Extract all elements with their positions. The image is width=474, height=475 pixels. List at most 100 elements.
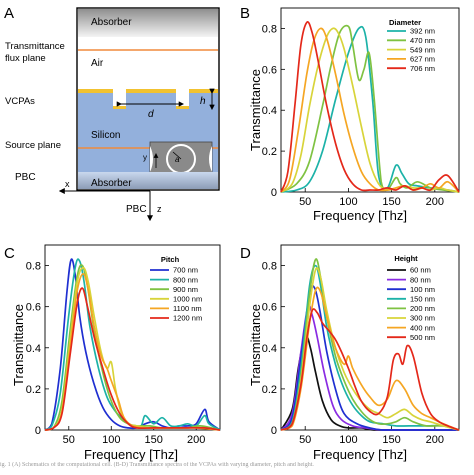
panel-d-label: D	[240, 245, 251, 262]
transmittance-label-2: flux plane	[5, 53, 46, 64]
panel-b-ytick-label: 0.6	[262, 64, 277, 76]
gold-hole-bottom-2	[176, 106, 189, 109]
panel-a-label: A	[4, 5, 14, 22]
hole-2	[176, 92, 189, 108]
panel-d-legend-entry: 80 nm	[410, 275, 431, 284]
inset-a-label: a	[175, 155, 180, 164]
panel-d-xtick-label: 150	[382, 434, 400, 446]
h-label: h	[200, 96, 206, 107]
panel-b-ytick-label: 0.2	[262, 146, 277, 158]
panel-c-chart: C Transmittance Frequency [Thz] 50 100 150…	[4, 244, 221, 462]
panel-d-legend-entry: 60 nm	[410, 266, 431, 275]
gold-layer-3	[189, 89, 218, 93]
panel-b-series-line-706nm	[280, 21, 460, 193]
panel-c-ytick-label: 0.2	[26, 384, 41, 396]
figure-caption: ig. 1 (A) Schematics of the computationa…	[0, 462, 314, 468]
panel-c-legend-entry: 1100 nm	[173, 304, 202, 313]
panel-c-ytick-label: 0.4	[26, 343, 41, 355]
panel-c-xtick-label: 50	[63, 434, 75, 446]
panel-c-xtick-label: 200	[187, 434, 205, 446]
panel-d-xlabel: Frequency [Thz]	[313, 447, 407, 462]
panel-d-legend-title: Height	[394, 254, 418, 263]
panel-d-legend-entry: 150 nm	[410, 295, 435, 304]
panel-c-ytick-label: 0	[35, 425, 41, 437]
d-label: d	[148, 109, 154, 120]
panel-c-legend-entry: 800 nm	[173, 275, 198, 284]
panel-d-series-line-400nm	[280, 286, 460, 431]
panel-d-xtick-label: 100	[339, 434, 357, 446]
panel-b-series-line-392nm	[280, 25, 460, 193]
panel-c-ytick-label: 0.6	[26, 302, 41, 314]
panel-c-xlabel: Frequency [Thz]	[84, 447, 178, 462]
absorber-top-label: Absorber	[91, 17, 132, 28]
panel-c-legend-entry: 1000 nm	[173, 295, 202, 304]
panel-c-legend-entry: 1200 nm	[173, 314, 202, 323]
panel-d-xtick-label: 200	[426, 434, 444, 446]
absorber-bottom-label: Absorber	[91, 178, 132, 189]
panel-b-label: B	[240, 5, 250, 22]
panel-d-legend-entry: 300 nm	[410, 314, 435, 323]
inset-y-label: y	[143, 153, 147, 162]
panel-d-ytick-label: 0.6	[262, 302, 277, 314]
panel-d-ytick-label: 0	[271, 425, 277, 437]
panel-b-xtick-label: 100	[339, 196, 357, 208]
panel-b-ytick-label: 0.8	[262, 23, 277, 35]
unit-cell-inset: a y x	[143, 141, 213, 189]
panel-d-ytick-label: 0.4	[262, 343, 277, 355]
z-axis-label: z	[157, 204, 162, 214]
top-absorber-region	[78, 9, 218, 37]
panel-b-chart: B Transmittance Frequency [Thz] 50 100 150…	[240, 5, 460, 223]
gold-hole-bottom-1	[113, 106, 126, 109]
panel-d-xtick-label: 50	[299, 434, 311, 446]
panel-b-series-line-627nm	[280, 27, 460, 193]
panel-b-ytick-label: 0.4	[262, 105, 277, 117]
panel-c-legend-entry: 900 nm	[173, 285, 198, 294]
gold-layer-2	[126, 89, 176, 93]
panel-d-ytick-label: 0.8	[262, 261, 277, 273]
panel-c-legend-title: Pitch	[161, 255, 180, 264]
panel-b-ytick-label: 0	[271, 187, 277, 199]
panel-d-legend-entry: 100 nm	[410, 285, 435, 294]
source-plane-label: Source plane	[5, 140, 61, 151]
panel-b-series-line-470nm	[280, 24, 460, 193]
x-axis-label: x	[65, 179, 70, 189]
panel-b-xlabel: Frequency [Thz]	[313, 208, 407, 223]
pbc-left-label: PBC	[15, 172, 36, 183]
panel-d-legend-entry: 400 nm	[410, 323, 435, 332]
panel-d-ylabel: Transmittance	[248, 304, 263, 386]
panel-c-xtick-label: 100	[102, 434, 120, 446]
panel-c-legend-entry: 700 nm	[173, 266, 198, 275]
transmittance-label-1: Transmittance	[5, 41, 65, 52]
panel-c-series-line-700nm	[44, 258, 221, 431]
gold-layer-1	[78, 89, 113, 93]
panel-b-legend-entry: 470 nm	[410, 36, 435, 45]
panel-b-ylabel: Transmittance	[248, 69, 263, 151]
panel-d-series-line-150nm	[280, 264, 460, 431]
panel-b-legend-entry: 549 nm	[410, 45, 435, 54]
bottom-absorber-region	[78, 172, 218, 189]
panel-c-label: C	[4, 245, 15, 262]
panel-d-legend-entry: 200 nm	[410, 304, 435, 313]
air-label: Air	[91, 58, 104, 69]
panel-b-xtick-label: 150	[382, 196, 400, 208]
panel-b-legend-title: Diameter	[389, 18, 421, 27]
panel-d-series-line-200nm	[280, 258, 460, 431]
panel-a-schematic: A Absorber Transmittance flux plane Air …	[4, 5, 220, 222]
panel-b-legend-entry: 706 nm	[410, 64, 435, 73]
hole-1	[113, 92, 126, 108]
panel-d-legend-entry: 500 nm	[410, 333, 435, 342]
panel-d-series-line-500nm	[280, 308, 460, 431]
panel-b-legend-entry: 627 nm	[410, 55, 435, 64]
panel-b-xtick-label: 50	[299, 196, 311, 208]
panel-b-xtick-label: 200	[426, 196, 444, 208]
vcpas-label: VCPAs	[5, 96, 35, 107]
panel-c-ylabel: Transmittance	[11, 304, 26, 386]
panel-b-legend-entry: 392 nm	[410, 27, 435, 36]
panel-c-ytick-label: 0.8	[26, 261, 41, 273]
pbc-bottom-label: PBC	[126, 204, 147, 215]
panel-d-ytick-label: 0.2	[262, 384, 277, 396]
panel-c-series-line-1200nm	[44, 287, 221, 431]
